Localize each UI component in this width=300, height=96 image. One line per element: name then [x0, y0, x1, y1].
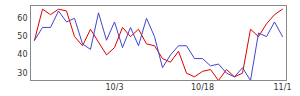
svg-text:40: 40	[17, 50, 27, 59]
svg-text:10/3: 10/3	[106, 83, 124, 92]
svg-text:50: 50	[17, 32, 27, 41]
svg-text:11/1: 11/1	[274, 83, 292, 92]
svg-text:10/18: 10/18	[191, 83, 214, 92]
svg-text:60: 60	[17, 14, 27, 23]
svg-text:30: 30	[17, 69, 27, 78]
